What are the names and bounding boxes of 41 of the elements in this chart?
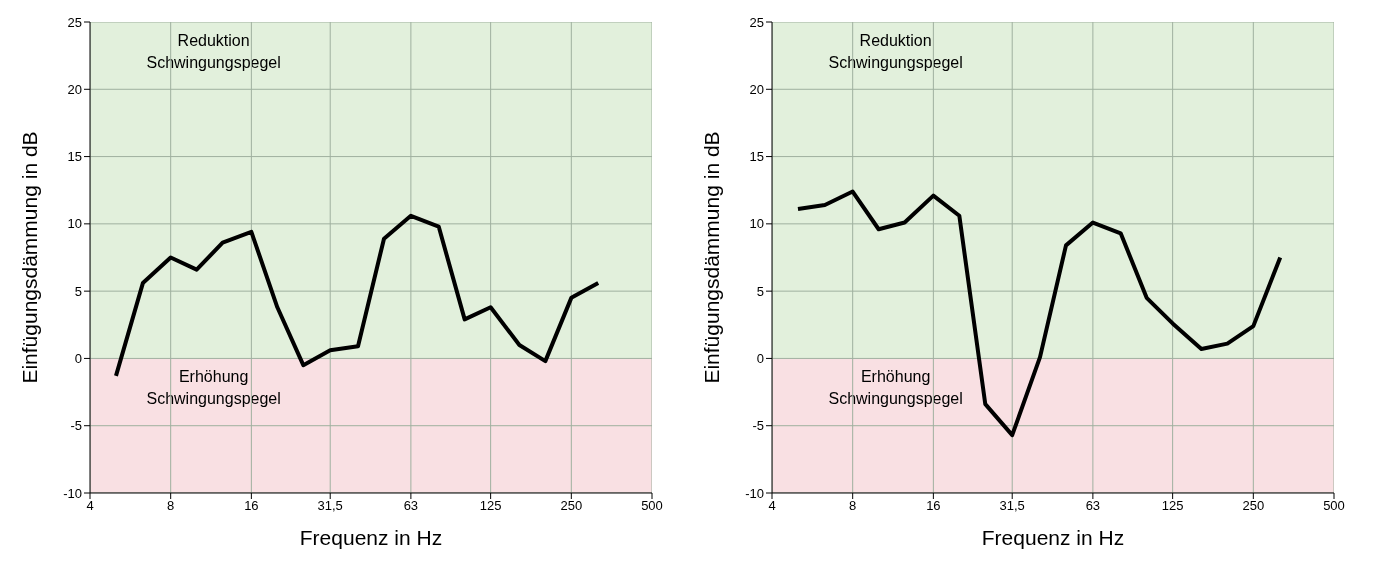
line-series [795,189,1283,438]
band-label: Erhöhung Schwingungspegel [828,368,963,408]
x-tick-label: 4 [86,498,94,514]
y-tick-label: 20 [67,81,82,97]
y-axis-title: Einfügungsdämmung in dB [18,131,42,384]
band-label: Erhöhung Schwingungspegel [146,368,281,408]
x-tick-label: 63 [403,498,419,514]
y-tick-label: 5 [74,283,82,299]
x-tick-label: 500 [641,498,663,514]
x-tick-label: 31,5 [317,498,343,514]
x-tick-label: 125 [479,498,502,514]
y-tick-label: 0 [756,351,764,367]
y-tick-label: 10 [749,216,764,232]
y-tick-label: -10 [63,485,82,501]
x-tick-label: 16 [244,498,259,514]
x-tick-label: 8 [167,498,175,514]
y-tick-label: 25 [67,14,82,30]
x-tick-label: 63 [1085,498,1101,514]
y-tick-label: -5 [752,418,764,434]
y-tick-label: -10 [745,485,764,501]
x-axis-title: Frequenz in Hz [299,526,443,549]
x-tick-label: 250 [560,498,583,514]
x-tick-label: 8 [849,498,857,514]
x-tick-label: 500 [1323,498,1345,514]
x-axis-title: Frequenz in Hz [981,526,1125,549]
x-tick-label: 4 [768,498,776,514]
band-label: Reduktion Schwingungspegel [146,32,281,71]
y-tick-label: 25 [749,14,764,30]
band-label: Reduktion Schwingungspegel [828,32,963,71]
x-tick-label: 125 [1161,498,1184,514]
x-tick-label: 16 [926,498,941,514]
y-tick-label: 15 [67,149,82,165]
x-tick-label: 250 [1242,498,1265,514]
y-tick-label: 0 [74,351,82,367]
y-tick-label: 15 [749,149,764,165]
y-tick-label: 20 [749,81,764,97]
y-tick-label: 10 [67,216,82,232]
y-tick-label: -5 [70,418,82,434]
y-tick-label: 5 [756,283,764,299]
x-tick-label: 31,5 [999,498,1025,514]
y-axis-title: Einfügungsdämmung in dB [700,131,724,384]
